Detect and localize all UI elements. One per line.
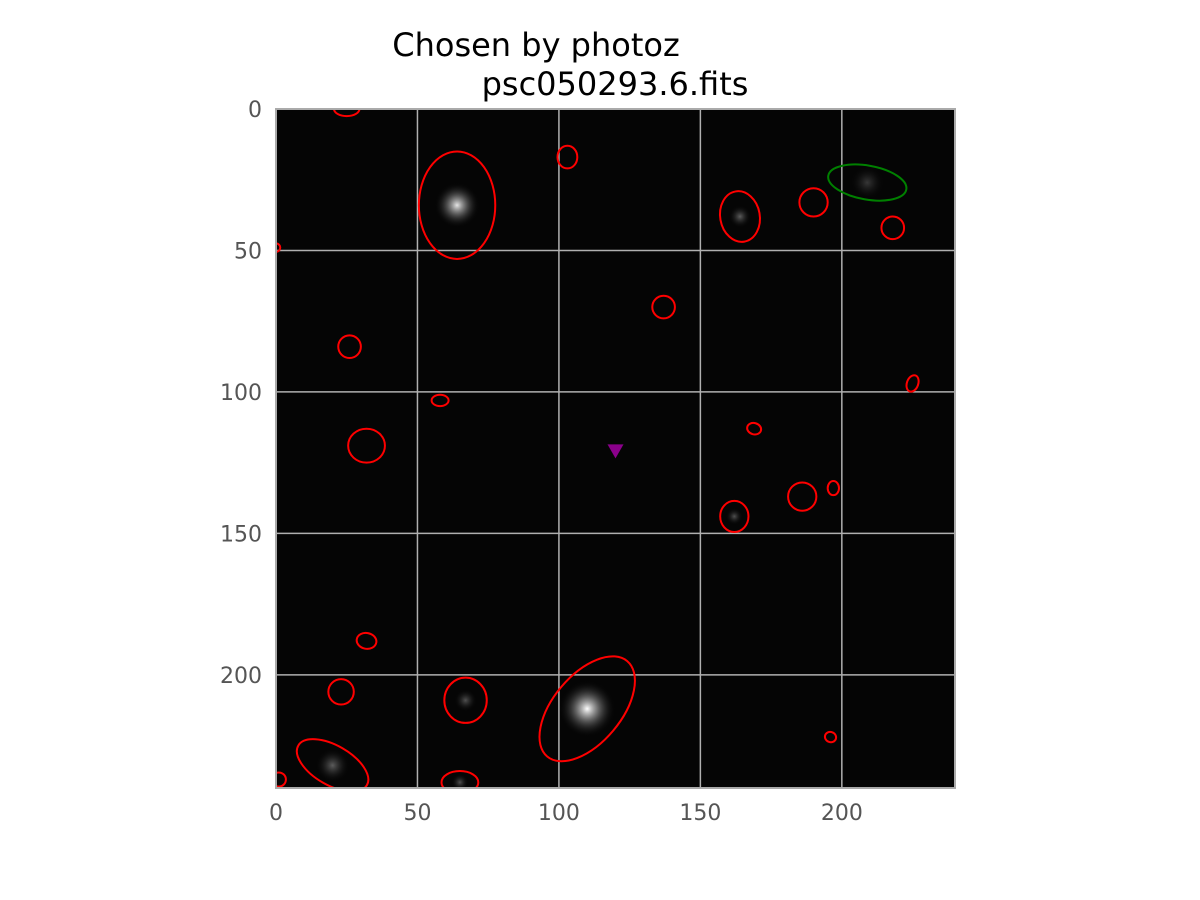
galaxy-glow-1 — [558, 680, 616, 738]
galaxy-ellipse-2 — [556, 144, 579, 170]
galaxy-ellipse-5 — [827, 163, 908, 202]
plot-frame — [275, 108, 956, 789]
galaxy-ellipse-24 — [276, 771, 287, 788]
galaxy-glow-3 — [850, 165, 885, 200]
galaxy-ellipse-18 — [327, 678, 355, 706]
y-axis-ticks: 0 50 100 150 200 — [220, 98, 262, 689]
galaxy-ellipse-4 — [798, 187, 829, 218]
galaxy-glow-0 — [434, 182, 480, 228]
x-tick-label-0: 0 — [269, 801, 283, 826]
x-tick-label-4: 200 — [821, 801, 863, 826]
galaxy-ellipse-8 — [651, 294, 676, 320]
target-marker — [607, 444, 624, 459]
galaxy-ellipse-19 — [443, 676, 488, 724]
galaxy-glow-5 — [454, 688, 477, 712]
galaxy-ellipse-15 — [787, 481, 818, 512]
galaxy-ellipse-12 — [347, 427, 386, 464]
galaxy-glow-4 — [315, 748, 350, 783]
galaxy-glow-7 — [451, 773, 469, 788]
galaxy-ellipse-16 — [719, 499, 750, 533]
galaxy-ellipse-9 — [337, 334, 362, 359]
y-tick-label-1: 50 — [234, 239, 262, 264]
chart-title-line-2: psc050293.6.fits — [482, 65, 749, 103]
x-tick-label-2: 100 — [538, 801, 580, 826]
y-tick-label-4: 200 — [220, 664, 262, 689]
galaxy-ellipse-13 — [746, 421, 763, 436]
grid-lines — [276, 109, 955, 788]
galaxy-ellipse-17 — [355, 631, 378, 650]
galaxy-ellipse-23 — [440, 770, 480, 788]
galaxy-glow-6 — [725, 507, 743, 525]
x-tick-label-3: 150 — [679, 801, 721, 826]
chart-title-line-1: Chosen by photoz — [392, 26, 680, 64]
galaxy-ellipse-10 — [905, 374, 920, 393]
galaxy-ellipse-20 — [538, 655, 636, 763]
galaxy-ellipse-14 — [826, 480, 841, 497]
galaxy-ellipse-3 — [718, 190, 761, 243]
galaxy-glow-2 — [728, 205, 752, 228]
galaxy-ellipse-22 — [823, 730, 838, 744]
galaxy-ellipse-11 — [430, 393, 450, 408]
marker-layer — [607, 444, 624, 459]
x-axis-ticks: 0 50 100 150 200 — [269, 801, 863, 826]
y-tick-label-2: 100 — [220, 381, 262, 406]
galaxy-ellipse-6 — [880, 215, 906, 241]
y-tick-label-3: 150 — [220, 522, 262, 547]
galaxy-ellipse-1 — [417, 150, 497, 260]
x-tick-label-1: 50 — [403, 801, 431, 826]
galaxy-glows — [315, 165, 885, 788]
y-tick-label-0: 0 — [248, 98, 262, 123]
galaxy-ellipse-21 — [295, 738, 370, 788]
